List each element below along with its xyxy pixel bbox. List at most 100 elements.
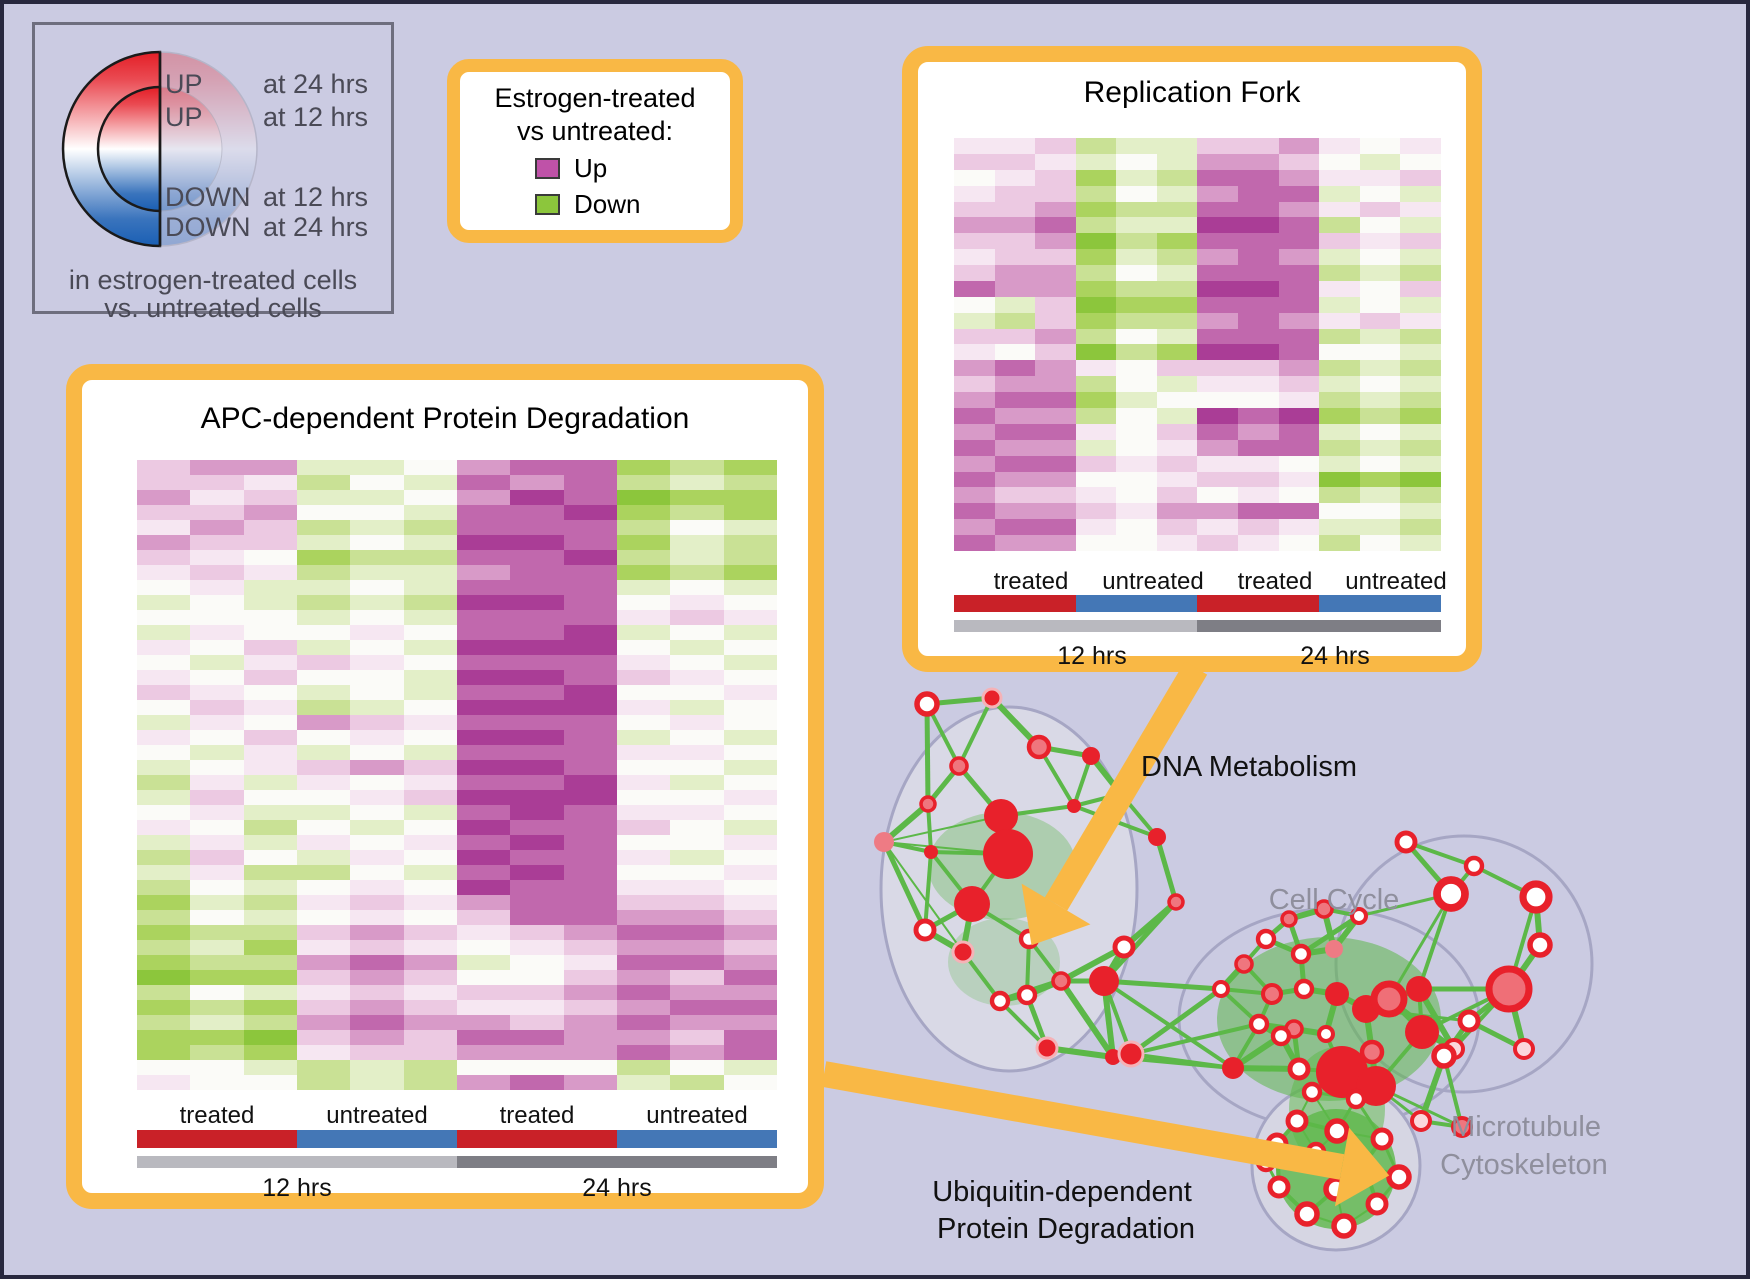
apc-title: APC-dependent Protein Degradation bbox=[200, 402, 690, 435]
heatmap-cell bbox=[1278, 519, 1320, 536]
heatmap-cell bbox=[723, 835, 777, 850]
legend-row-down12-time: at 12 hrs bbox=[263, 182, 369, 212]
heatmap-cell bbox=[137, 760, 191, 775]
heatmap-cell bbox=[616, 1030, 671, 1045]
heatmap-cell bbox=[616, 910, 671, 925]
heatmap-cell bbox=[563, 790, 617, 805]
heatmap-cell bbox=[1359, 265, 1401, 281]
heatmap-cell bbox=[137, 565, 191, 580]
heatmap-cell bbox=[670, 490, 724, 505]
heatmap-cell bbox=[1156, 138, 1198, 154]
heatmap-cell bbox=[723, 1060, 777, 1075]
apc-untreated-bar-24 bbox=[617, 1130, 777, 1148]
heatmap-cell bbox=[723, 985, 777, 1000]
heatmap-cell bbox=[137, 730, 191, 745]
heatmap-cell bbox=[403, 1060, 457, 1075]
heatmap-cell bbox=[1075, 519, 1117, 536]
heatmap-cell bbox=[403, 880, 457, 895]
heatmap-cell bbox=[190, 685, 244, 700]
heatmap-cell bbox=[190, 490, 244, 505]
heatmap-cell bbox=[563, 715, 617, 730]
legend-item-down: Down bbox=[535, 189, 655, 220]
rf-untreated-bar-24 bbox=[1319, 595, 1441, 612]
heatmap-cell bbox=[190, 790, 244, 805]
heatmap-cell bbox=[350, 970, 404, 985]
heatmap-cell bbox=[1238, 376, 1279, 393]
gene-node bbox=[1117, 1040, 1145, 1068]
heatmap-cell bbox=[1197, 296, 1239, 313]
heatmap-cell bbox=[296, 1060, 351, 1075]
heatmap-cell bbox=[243, 520, 297, 535]
heatmap-cell bbox=[456, 715, 511, 730]
heatmap-cell bbox=[1319, 535, 1360, 551]
heatmap-cell bbox=[1400, 439, 1441, 456]
heatmap-cell bbox=[296, 1000, 351, 1015]
heatmap-cell bbox=[1156, 328, 1198, 345]
heatmap-cell bbox=[190, 775, 244, 790]
heatmap-cell bbox=[296, 880, 351, 895]
heatmap-cell bbox=[1075, 439, 1117, 456]
heatmap-cell bbox=[403, 775, 457, 790]
heatmap-cell bbox=[243, 700, 297, 715]
heatmap-cell bbox=[616, 1015, 671, 1030]
heatmap-cell bbox=[954, 233, 995, 250]
heatmap-cell bbox=[1400, 217, 1441, 234]
heatmap-cell bbox=[1319, 185, 1360, 202]
heatmap-cell bbox=[1319, 503, 1360, 520]
gene-node bbox=[1314, 899, 1334, 919]
heatmap-cell bbox=[1075, 138, 1117, 154]
heatmap-cell bbox=[723, 745, 777, 760]
heatmap-cell bbox=[350, 895, 404, 910]
rf-untreated-bar-12 bbox=[1076, 595, 1197, 612]
heatmap-cell bbox=[456, 940, 511, 955]
heatmap-cell bbox=[954, 503, 995, 520]
network-edge bbox=[1129, 986, 1223, 1057]
heatmap-cell bbox=[190, 1060, 244, 1075]
heatmap-cell bbox=[954, 471, 995, 488]
heatmap-cell bbox=[670, 970, 724, 985]
heatmap-cell bbox=[1075, 423, 1117, 440]
heatmap-cell bbox=[190, 955, 244, 970]
gene-node bbox=[1370, 1127, 1394, 1151]
network-edge bbox=[1130, 1022, 1260, 1056]
heatmap-cell bbox=[350, 850, 404, 865]
heatmap-cell bbox=[1035, 455, 1076, 472]
heatmap-cell bbox=[994, 360, 1036, 377]
heatmap-cell bbox=[243, 760, 297, 775]
heatmap-cell bbox=[563, 595, 617, 610]
heatmap-cell bbox=[190, 460, 244, 475]
heatmap-cell bbox=[350, 460, 404, 475]
heatmap-cell bbox=[1278, 201, 1320, 218]
heatmap-cell bbox=[670, 1075, 724, 1090]
heatmap-cell bbox=[670, 985, 724, 1000]
heatmap-cell bbox=[563, 835, 617, 850]
heatmap-cell bbox=[456, 640, 511, 655]
heatmap-cell bbox=[1035, 535, 1076, 551]
heatmap-cell bbox=[296, 865, 351, 880]
replication-fork-heatmap bbox=[954, 138, 1441, 551]
heatmap-cell bbox=[510, 970, 564, 985]
heatmap-cell bbox=[954, 439, 995, 456]
heatmap-cell bbox=[563, 1030, 617, 1045]
heatmap-cell bbox=[563, 670, 617, 685]
heatmap-cell bbox=[1319, 408, 1360, 424]
heatmap-cell bbox=[403, 610, 457, 625]
heatmap-cell bbox=[1156, 312, 1198, 329]
apc-group-treated-12: treated bbox=[179, 1102, 255, 1129]
heatmap-cell bbox=[296, 970, 351, 985]
heatmap-cell bbox=[137, 955, 191, 970]
heatmap-cell bbox=[1238, 519, 1279, 536]
heatmap-cell bbox=[1400, 233, 1441, 250]
heatmap-cell bbox=[1075, 296, 1117, 313]
heatmap-cell bbox=[1400, 503, 1441, 520]
heatmap-cell bbox=[1197, 455, 1239, 472]
gene-node bbox=[1406, 976, 1432, 1002]
heatmap-cell bbox=[1319, 344, 1360, 361]
gene-node bbox=[1410, 1110, 1432, 1132]
heatmap-cell bbox=[1156, 201, 1198, 218]
heatmap-cell bbox=[1238, 328, 1279, 345]
heatmap-cell bbox=[670, 895, 724, 910]
heatmap-cell bbox=[243, 490, 297, 505]
heatmap-cell bbox=[456, 535, 511, 550]
heatmap-cell bbox=[403, 700, 457, 715]
